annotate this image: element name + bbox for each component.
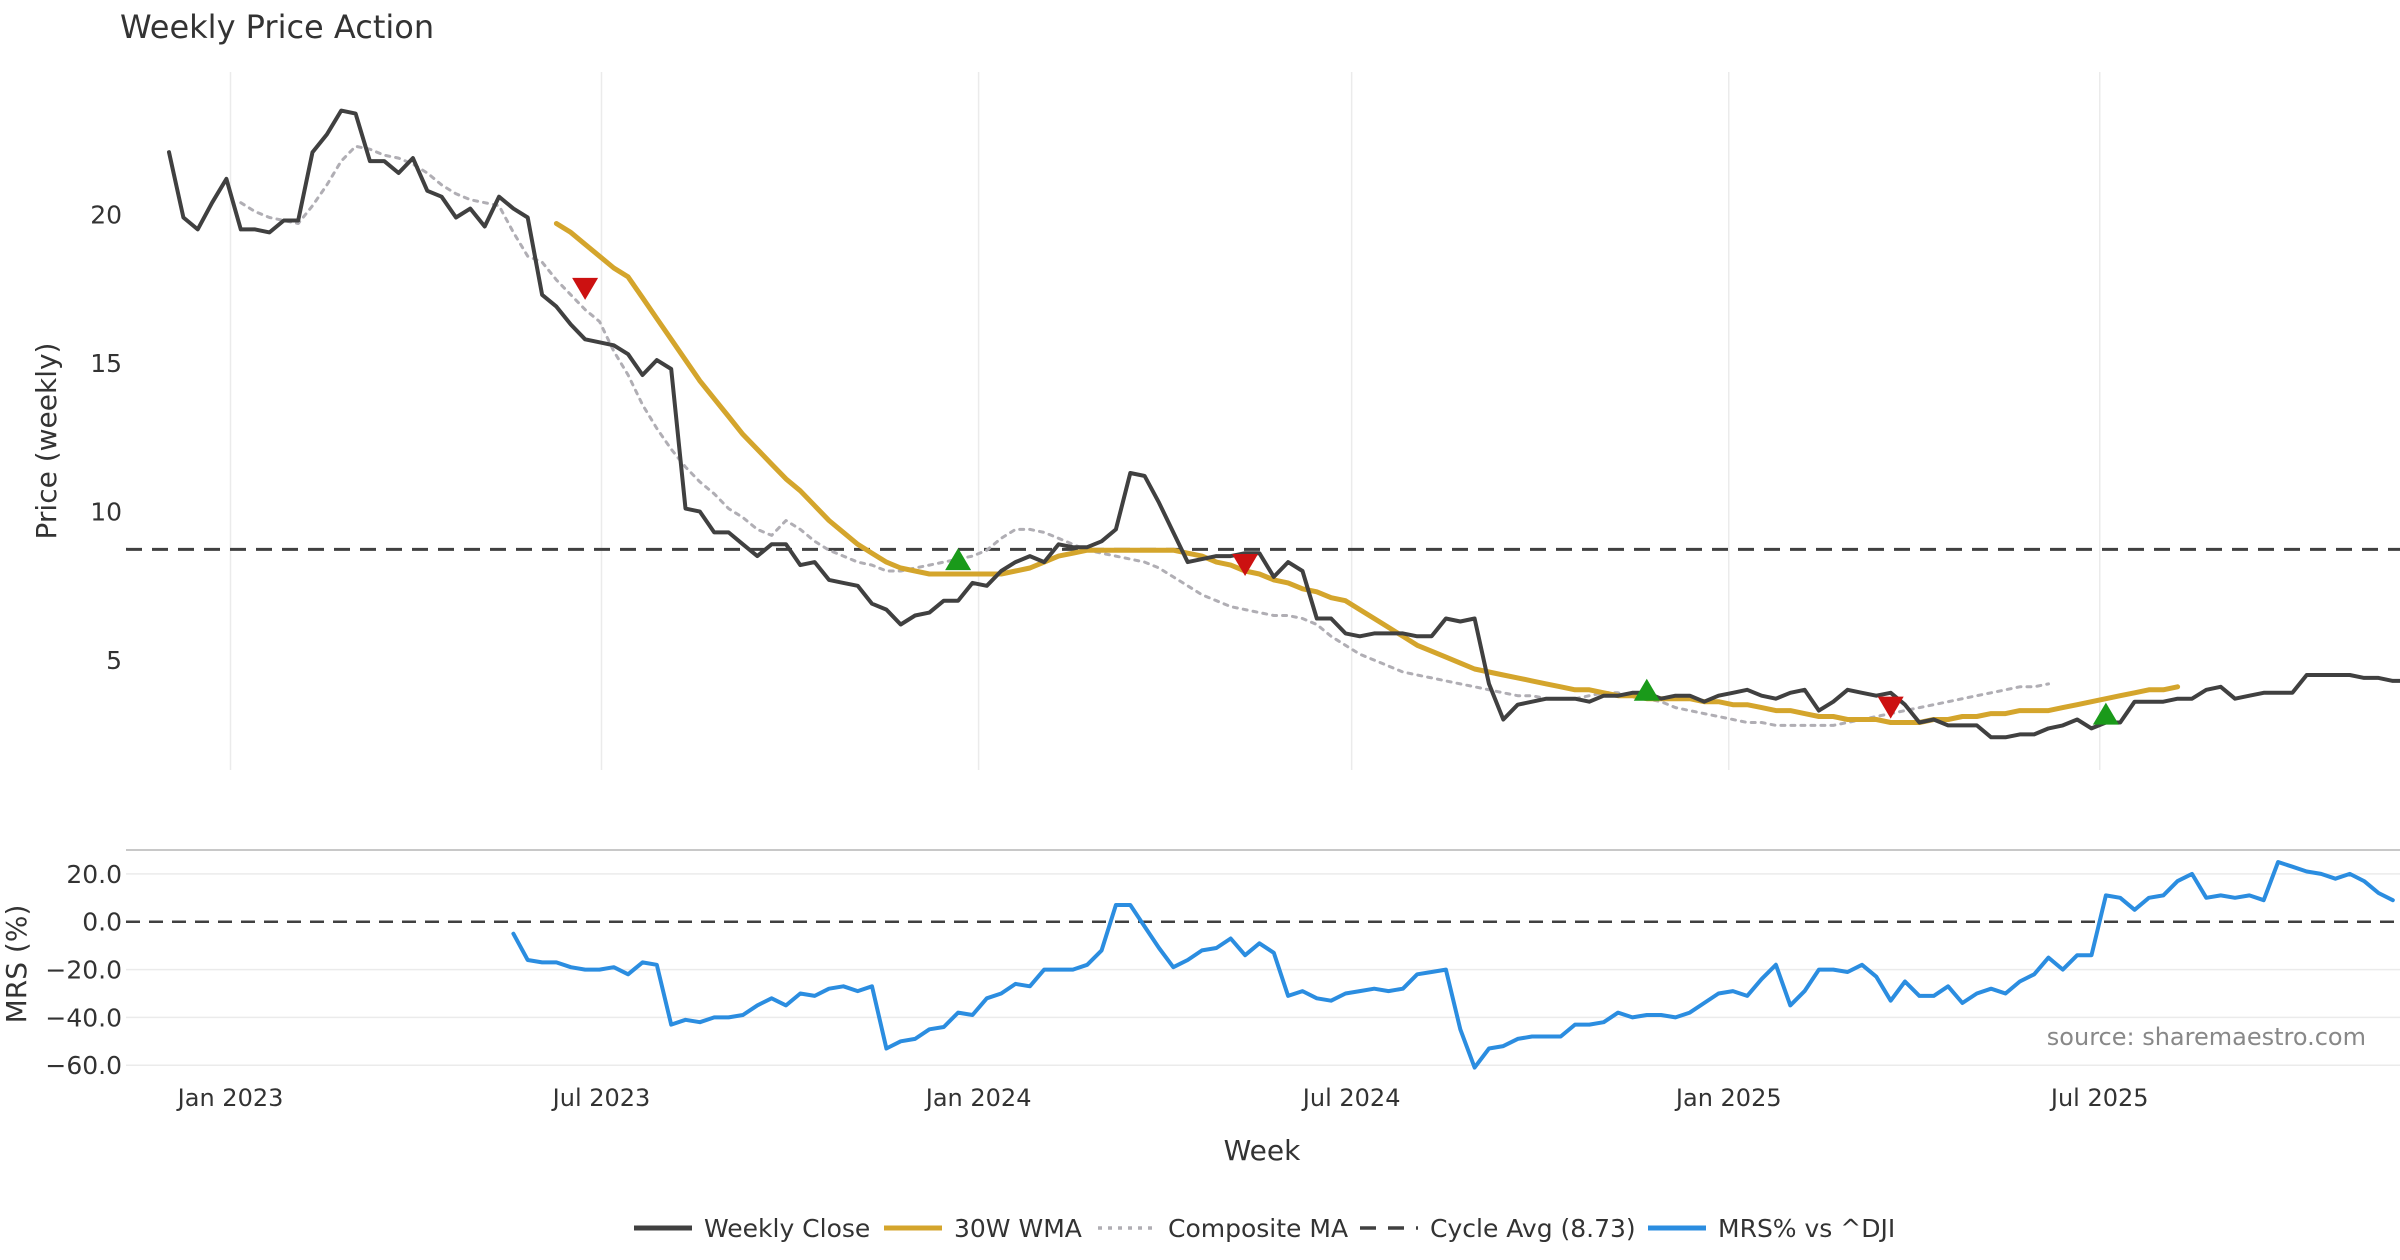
price-y-tick-label: 20 <box>90 201 122 230</box>
price-y-tick-label: 5 <box>106 646 122 675</box>
weekly-close-line <box>167 108 2400 740</box>
legend: Weekly Close 30W WMA Composite MA Cycle Avg… <box>634 1214 1895 1243</box>
mrs-y-tick-label: −40.0 <box>45 1003 122 1032</box>
legend-label: Cycle Avg (8.73) <box>1430 1214 1636 1243</box>
sell-signal-marker <box>572 277 599 300</box>
x-tick-label: Jul 2023 <box>551 1084 651 1112</box>
x-axis: Jan 2023 Jul 2023 Jan 2024 Jul 2024 Jan 2025… <box>176 1084 2149 1112</box>
sell-signal-marker <box>1877 696 1904 719</box>
legend-label: Weekly Close <box>704 1214 870 1243</box>
mrs-panel: 20.0 0.0 −20.0 −40.0 −60.0 MRS (%) <box>0 849 2400 1080</box>
price-y-axis-label: Price (weekly) <box>30 343 63 540</box>
x-tick-label: Jan 2024 <box>924 1084 1032 1112</box>
buy-signal-marker <box>2092 702 2119 725</box>
mrs-y-tick-label: −20.0 <box>45 956 122 985</box>
composite-ma-line <box>239 144 2050 727</box>
price-y-tick-label: 15 <box>90 349 122 378</box>
source-note: source: sharemaestro.com <box>2047 1023 2366 1051</box>
mrs-y-tick-label: −60.0 <box>45 1051 122 1080</box>
mrs-y-axis-label: MRS (%) <box>0 905 33 1024</box>
price-panel: 5 10 15 20 Price (weekly) <box>30 72 2400 770</box>
x-tick-label: Jul 2024 <box>1301 1084 1401 1112</box>
buy-signal-marker <box>1633 678 1660 701</box>
mrs-y-tick-label: 0.0 <box>82 908 122 937</box>
mrs-line <box>511 860 2395 1070</box>
price-y-tick-label: 10 <box>90 498 122 527</box>
buy-signal-marker <box>945 548 972 571</box>
x-axis-label: Week <box>1224 1134 1301 1167</box>
x-tick-label: Jan 2025 <box>1674 1084 1782 1112</box>
legend-label: Composite MA <box>1168 1214 1348 1243</box>
legend-label: 30W WMA <box>954 1214 1082 1243</box>
chart-title: Weekly Price Action <box>120 8 434 46</box>
x-tick-label: Jan 2023 <box>176 1084 284 1112</box>
x-tick-label: Jul 2025 <box>2049 1084 2149 1112</box>
mrs-y-tick-label: 20.0 <box>66 860 122 889</box>
legend-label: MRS% vs ^DJI <box>1718 1214 1895 1243</box>
sell-signal-marker <box>1232 554 1259 577</box>
wma-30-line <box>553 221 2181 725</box>
